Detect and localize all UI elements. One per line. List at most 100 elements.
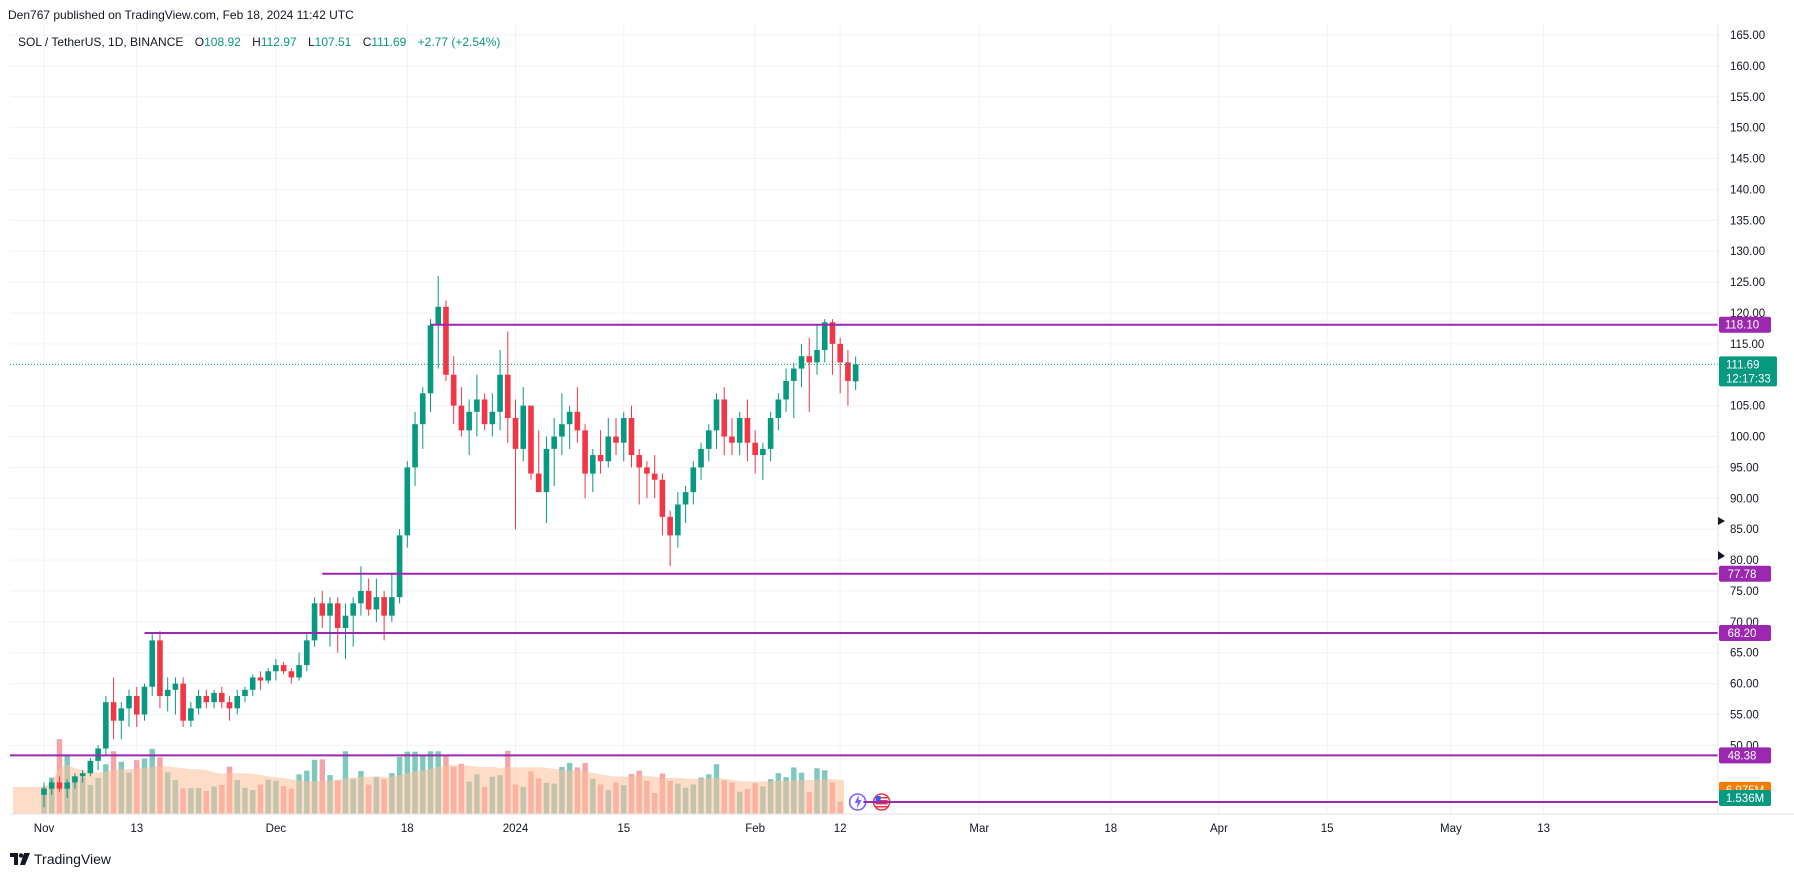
candle-body	[327, 603, 333, 616]
candle-body	[474, 399, 480, 412]
candle-body	[226, 702, 233, 709]
candle-body	[520, 405, 527, 449]
candle-body	[311, 603, 318, 641]
candle	[234, 689, 241, 715]
candle	[311, 597, 318, 647]
candle-body	[72, 776, 78, 783]
candle	[821, 319, 828, 363]
candle-body	[79, 773, 86, 777]
candle-body	[373, 597, 380, 610]
publisher-header: Den767 published on TradingView.com, Feb…	[8, 8, 354, 22]
candle	[721, 387, 728, 456]
candle	[837, 337, 843, 394]
candle-body	[87, 760, 94, 774]
candle	[829, 319, 836, 375]
candle	[327, 597, 333, 647]
price-tick-label: 145.00	[1730, 154, 1765, 166]
candle-body	[126, 695, 132, 709]
candle	[141, 683, 148, 721]
candle-body	[590, 455, 596, 474]
candle-body	[443, 306, 449, 375]
candle-body	[180, 683, 186, 721]
candle	[528, 405, 534, 480]
time-tick-label: 2024	[503, 823, 529, 835]
candle-body	[110, 702, 117, 721]
candle	[505, 331, 511, 443]
candle-body	[628, 418, 635, 456]
us-flag-icon-canton	[875, 796, 881, 801]
candle	[103, 695, 109, 755]
candle	[798, 343, 805, 388]
candle-body	[729, 436, 735, 443]
bar-countdown: 12:17:33	[1726, 373, 1771, 385]
candle	[497, 350, 503, 431]
tradingview-brand[interactable]: TradingView	[10, 851, 111, 867]
level-tag-bg	[1719, 747, 1771, 764]
candle	[427, 319, 434, 412]
candle-body	[342, 615, 349, 629]
symbol-title[interactable]: SOL / TetherUS, 1D, BINANCE	[18, 35, 184, 49]
price-tick-label: 105.00	[1730, 401, 1765, 413]
level-tag-text: 118.10	[1725, 320, 1759, 332]
candle	[164, 677, 171, 712]
candle-body	[620, 418, 627, 443]
candle	[342, 603, 349, 659]
symbol-legend: SOL / TetherUS, 1D, BINANCE O108.92 H112…	[18, 35, 508, 49]
candle-body	[489, 411, 496, 425]
candle-body	[41, 788, 47, 795]
candle	[705, 424, 712, 462]
candle-body	[466, 411, 472, 431]
candle	[535, 430, 542, 493]
candle	[79, 770, 86, 783]
candle-body	[597, 455, 604, 462]
candle	[304, 634, 310, 672]
candle	[559, 393, 565, 456]
candle-body	[651, 473, 658, 480]
price-axis[interactable]: 165.00 160.00 155.00 150.00 145.00 140.00 135.…	[1730, 30, 1765, 752]
candle-body	[721, 399, 728, 437]
price-tick-label: 90.00	[1730, 493, 1759, 505]
candle-body	[543, 448, 550, 493]
candle	[296, 652, 302, 681]
candle-body	[566, 411, 573, 425]
close-value: 111.69	[371, 35, 407, 49]
candle	[412, 411, 418, 486]
low-value: 107.51	[314, 35, 352, 49]
price-tick-label: 140.00	[1730, 184, 1765, 196]
candle-body	[481, 399, 488, 425]
candle-body	[837, 343, 843, 363]
candle	[551, 418, 557, 486]
time-tick-label: 13	[1537, 823, 1550, 835]
candle-body	[56, 782, 63, 789]
price-tick-label: 65.00	[1730, 648, 1759, 660]
candle-body	[396, 535, 403, 598]
lightning-icon[interactable]	[848, 793, 867, 811]
candle-body	[265, 671, 271, 681]
candle	[319, 590, 326, 629]
candle-body	[419, 393, 426, 425]
candle	[211, 689, 217, 709]
change-value: +2.77 (+2.54%)	[417, 35, 501, 49]
time-tick-label: 15	[1321, 823, 1334, 835]
candle	[288, 668, 295, 684]
candle-body	[767, 418, 774, 449]
candle-body	[141, 686, 148, 715]
candle-body	[675, 504, 681, 536]
open-label: O	[194, 35, 205, 49]
price-tick-label: 85.00	[1730, 524, 1759, 536]
candle	[667, 510, 673, 567]
cursor-icon	[1718, 551, 1725, 560]
candle	[512, 399, 519, 530]
grid	[10, 24, 1718, 814]
price-tick-label: 135.00	[1730, 215, 1765, 227]
candle-body	[157, 640, 163, 696]
candle	[713, 393, 720, 449]
time-axis[interactable]: Nov 13 Dec 18 2024 15 Feb 12 Mar 18 Apr 15 May 13	[34, 823, 1550, 835]
candle-body	[188, 708, 194, 721]
candle	[628, 405, 635, 468]
candle-body	[744, 418, 751, 443]
candle-body	[450, 374, 457, 406]
candle-body	[760, 448, 766, 456]
tradingview-logo-icon	[10, 853, 30, 865]
